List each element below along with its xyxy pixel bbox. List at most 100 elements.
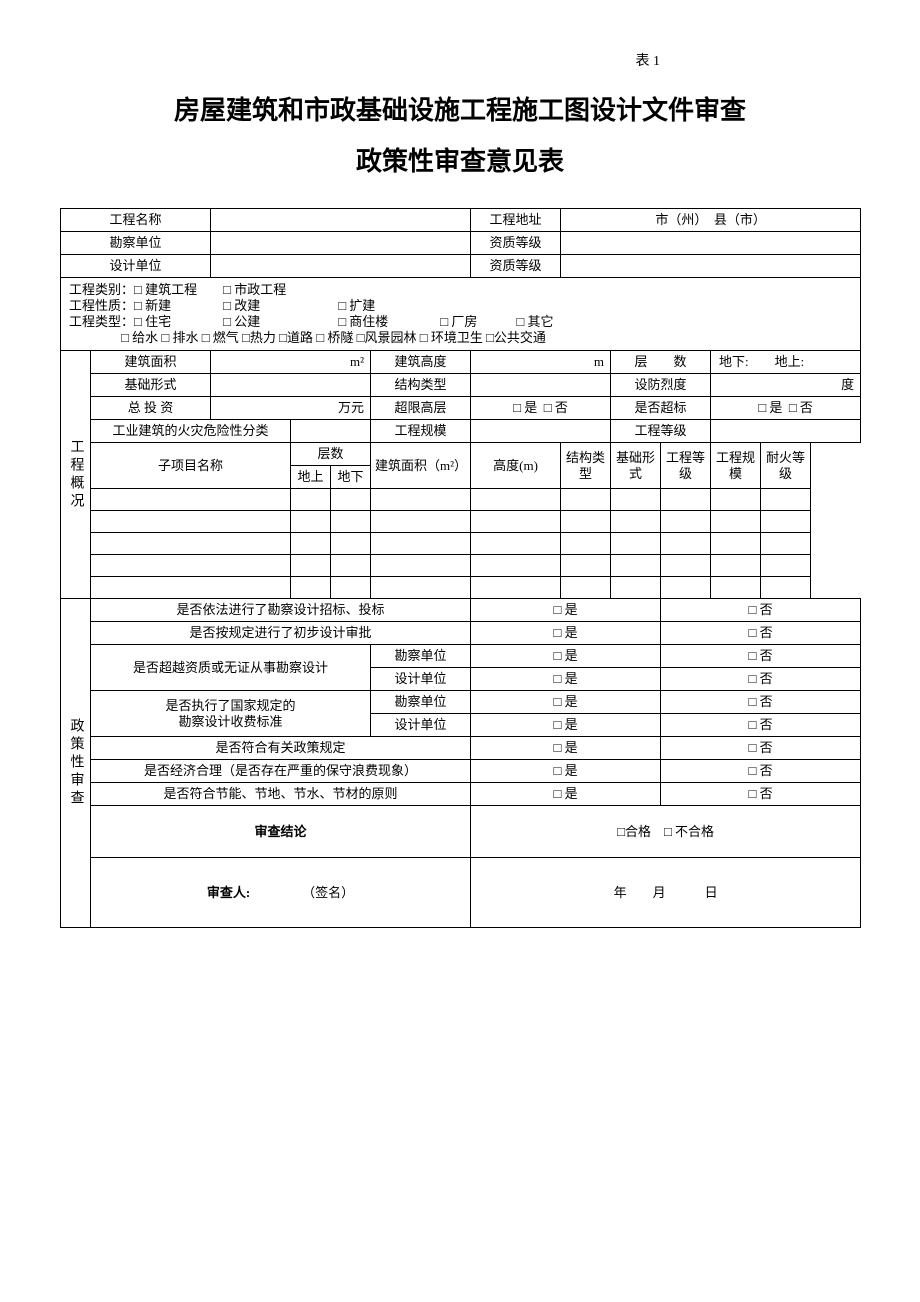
cb-line-2: 工程性质：□ 新建 □ 改建 □ 扩建 bbox=[69, 298, 852, 314]
lbl-project-address: 工程地址 bbox=[471, 209, 561, 232]
row-checkboxes: 工程类别：□ 建筑工程 □ 市政工程 工程性质：□ 新建 □ 改建 □ 扩建 工… bbox=[61, 278, 861, 351]
val-fire-class bbox=[291, 420, 371, 443]
q3b-yes: □ 是 bbox=[471, 668, 661, 691]
row-fire-class: 工业建筑的火灾危险性分类 工程规模 工程等级 bbox=[61, 420, 861, 443]
row-conclusion: 审查结论 □合格 □ 不合格 bbox=[61, 806, 861, 858]
q4b-no: □ 否 bbox=[661, 714, 861, 737]
row-q3a: 是否超越资质或无证从事勘察设计 勘察单位 □ 是 □ 否 bbox=[61, 645, 861, 668]
lbl-build-area-col: 建筑面积（m²） bbox=[371, 443, 471, 489]
row-project-name: 工程名称 工程地址 市（州） 县（市） bbox=[61, 209, 861, 232]
lbl-design-unit: 设计单位 bbox=[61, 255, 211, 278]
row-investment: 总 投 资 万元 超限高层 □ 是 □ 否 是否超标 □ 是 □ 否 bbox=[61, 397, 861, 420]
val-grade bbox=[711, 420, 861, 443]
data-row-5 bbox=[61, 577, 861, 599]
lbl-overheight: 超限高层 bbox=[371, 397, 471, 420]
q4a-no: □ 否 bbox=[661, 691, 861, 714]
q4-survey: 勘察单位 bbox=[371, 691, 471, 714]
row-q7: 是否符合节能、节地、节水、节材的原则 □ 是 □ 否 bbox=[61, 783, 861, 806]
main-title-2: 政策性审查意见表 bbox=[60, 141, 860, 178]
val-build-area: m² bbox=[211, 351, 371, 374]
row-q2: 是否按规定进行了初步设计审批 □ 是 □ 否 bbox=[61, 622, 861, 645]
lbl-project-name: 工程名称 bbox=[61, 209, 211, 232]
val-qual-2 bbox=[561, 255, 861, 278]
val-date: 年 月 日 bbox=[471, 858, 861, 928]
lbl-q3: 是否超越资质或无证从事勘察设计 bbox=[91, 645, 371, 691]
lbl-enggrade-col: 工程等级 bbox=[661, 443, 711, 489]
val-floors: 地下: 地上: bbox=[711, 351, 861, 374]
val-seismic: 度 bbox=[711, 374, 861, 397]
data-row-2 bbox=[61, 511, 861, 533]
lbl-overstd: 是否超标 bbox=[611, 397, 711, 420]
row-design-unit: 设计单位 资质等级 bbox=[61, 255, 861, 278]
lbl-survey-unit: 勘察单位 bbox=[61, 232, 211, 255]
cb-line-4: □ 给水 □ 排水 □ 燃气 □热力 □道路 □ 桥隧 □风景园林 □ 环境卫生… bbox=[69, 330, 852, 346]
cb-line-1: 工程类别：□ 建筑工程 □ 市政工程 bbox=[69, 282, 852, 298]
lbl-floor-count: 层数 bbox=[291, 443, 371, 466]
lbl-scale: 工程规模 bbox=[371, 420, 471, 443]
lbl-struct-col: 结构类型 bbox=[561, 443, 611, 489]
side-overview: 工程概况 bbox=[61, 351, 91, 599]
q2-yes: □ 是 bbox=[471, 622, 661, 645]
lbl-struct: 结构类型 bbox=[371, 374, 471, 397]
row-reviewer: 审查人: （签名） 年 月 日 bbox=[61, 858, 861, 928]
lbl-q5: 是否符合有关政策规定 bbox=[91, 737, 471, 760]
q6-no: □ 否 bbox=[661, 760, 861, 783]
val-struct bbox=[471, 374, 611, 397]
q4a-yes: □ 是 bbox=[471, 691, 661, 714]
q7-yes: □ 是 bbox=[471, 783, 661, 806]
q3b-no: □ 否 bbox=[661, 668, 861, 691]
q7-no: □ 否 bbox=[661, 783, 861, 806]
q5-no: □ 否 bbox=[661, 737, 861, 760]
q3-survey: 勘察单位 bbox=[371, 645, 471, 668]
row-q1: 政策性审查 是否依法进行了勘察设计招标、投标 □ 是 □ 否 bbox=[61, 599, 861, 622]
data-row-4 bbox=[61, 555, 861, 577]
cb-line-3: 工程类型：□ 住宅 □ 公建 □ 商住楼 □ 厂房 □ 其它 bbox=[69, 314, 852, 330]
row-sub-header-1: 子项目名称 层数 建筑面积（m²） 高度(m) 结构类型 基础形式 工程等级 工… bbox=[61, 443, 861, 466]
row-survey-unit: 勘察单位 资质等级 bbox=[61, 232, 861, 255]
val-design-unit bbox=[211, 255, 471, 278]
val-project-address: 市（州） 县（市） bbox=[561, 209, 861, 232]
lbl-sub-name: 子项目名称 bbox=[91, 443, 291, 489]
lbl-build-height: 建筑高度 bbox=[371, 351, 471, 374]
val-investment: 万元 bbox=[211, 397, 371, 420]
lbl-fire-class: 工业建筑的火灾危险性分类 bbox=[91, 420, 291, 443]
q4b-yes: □ 是 bbox=[471, 714, 661, 737]
q3-design: 设计单位 bbox=[371, 668, 471, 691]
lbl-conclusion: 审查结论 bbox=[91, 806, 471, 858]
q1-no: □ 否 bbox=[661, 599, 861, 622]
lbl-q6: 是否经济合理（是否存在严重的保守浪费现象） bbox=[91, 760, 471, 783]
row-q5: 是否符合有关政策规定 □ 是 □ 否 bbox=[61, 737, 861, 760]
row-q6: 是否经济合理（是否存在严重的保守浪费现象） □ 是 □ 否 bbox=[61, 760, 861, 783]
q4-design: 设计单位 bbox=[371, 714, 471, 737]
side-policy: 政策性审查 bbox=[61, 599, 91, 928]
val-foundation bbox=[211, 374, 371, 397]
review-form-table: 工程名称 工程地址 市（州） 县（市） 勘察单位 资质等级 设计单位 资质等级 … bbox=[60, 208, 861, 928]
lbl-firegrade-col: 耐火等级 bbox=[761, 443, 811, 489]
row-build-area: 工程概况 建筑面积 m² 建筑高度 m 层 数 地下: 地上: bbox=[61, 351, 861, 374]
val-survey-unit bbox=[211, 232, 471, 255]
lbl-grade: 工程等级 bbox=[611, 420, 711, 443]
lbl-q7: 是否符合节能、节地、节水、节材的原则 bbox=[91, 783, 471, 806]
q6-yes: □ 是 bbox=[471, 760, 661, 783]
lbl-investment: 总 投 资 bbox=[91, 397, 211, 420]
data-row-3 bbox=[61, 533, 861, 555]
lbl-q2: 是否按规定进行了初步设计审批 bbox=[91, 622, 471, 645]
lbl-reviewer: 审查人: （签名） bbox=[91, 858, 471, 928]
val-build-height: m bbox=[471, 351, 611, 374]
lbl-seismic: 设防烈度 bbox=[611, 374, 711, 397]
lbl-q4: 是否执行了国家规定的勘察设计收费标准 bbox=[91, 691, 371, 737]
row-q4a: 是否执行了国家规定的勘察设计收费标准 勘察单位 □ 是 □ 否 bbox=[61, 691, 861, 714]
lbl-qual-1: 资质等级 bbox=[471, 232, 561, 255]
checkbox-area: 工程类别：□ 建筑工程 □ 市政工程 工程性质：□ 新建 □ 改建 □ 扩建 工… bbox=[61, 278, 861, 351]
q5-yes: □ 是 bbox=[471, 737, 661, 760]
q3a-yes: □ 是 bbox=[471, 645, 661, 668]
q3a-no: □ 否 bbox=[661, 645, 861, 668]
q1-yes: □ 是 bbox=[471, 599, 661, 622]
val-overstd: □ 是 □ 否 bbox=[711, 397, 861, 420]
lbl-qual-2: 资质等级 bbox=[471, 255, 561, 278]
row-foundation: 基础形式 结构类型 设防烈度 度 bbox=[61, 374, 861, 397]
lbl-engscale-col: 工程规模 bbox=[711, 443, 761, 489]
lbl-build-area: 建筑面积 bbox=[91, 351, 211, 374]
lbl-above: 地上 bbox=[291, 466, 331, 489]
val-project-name bbox=[211, 209, 471, 232]
